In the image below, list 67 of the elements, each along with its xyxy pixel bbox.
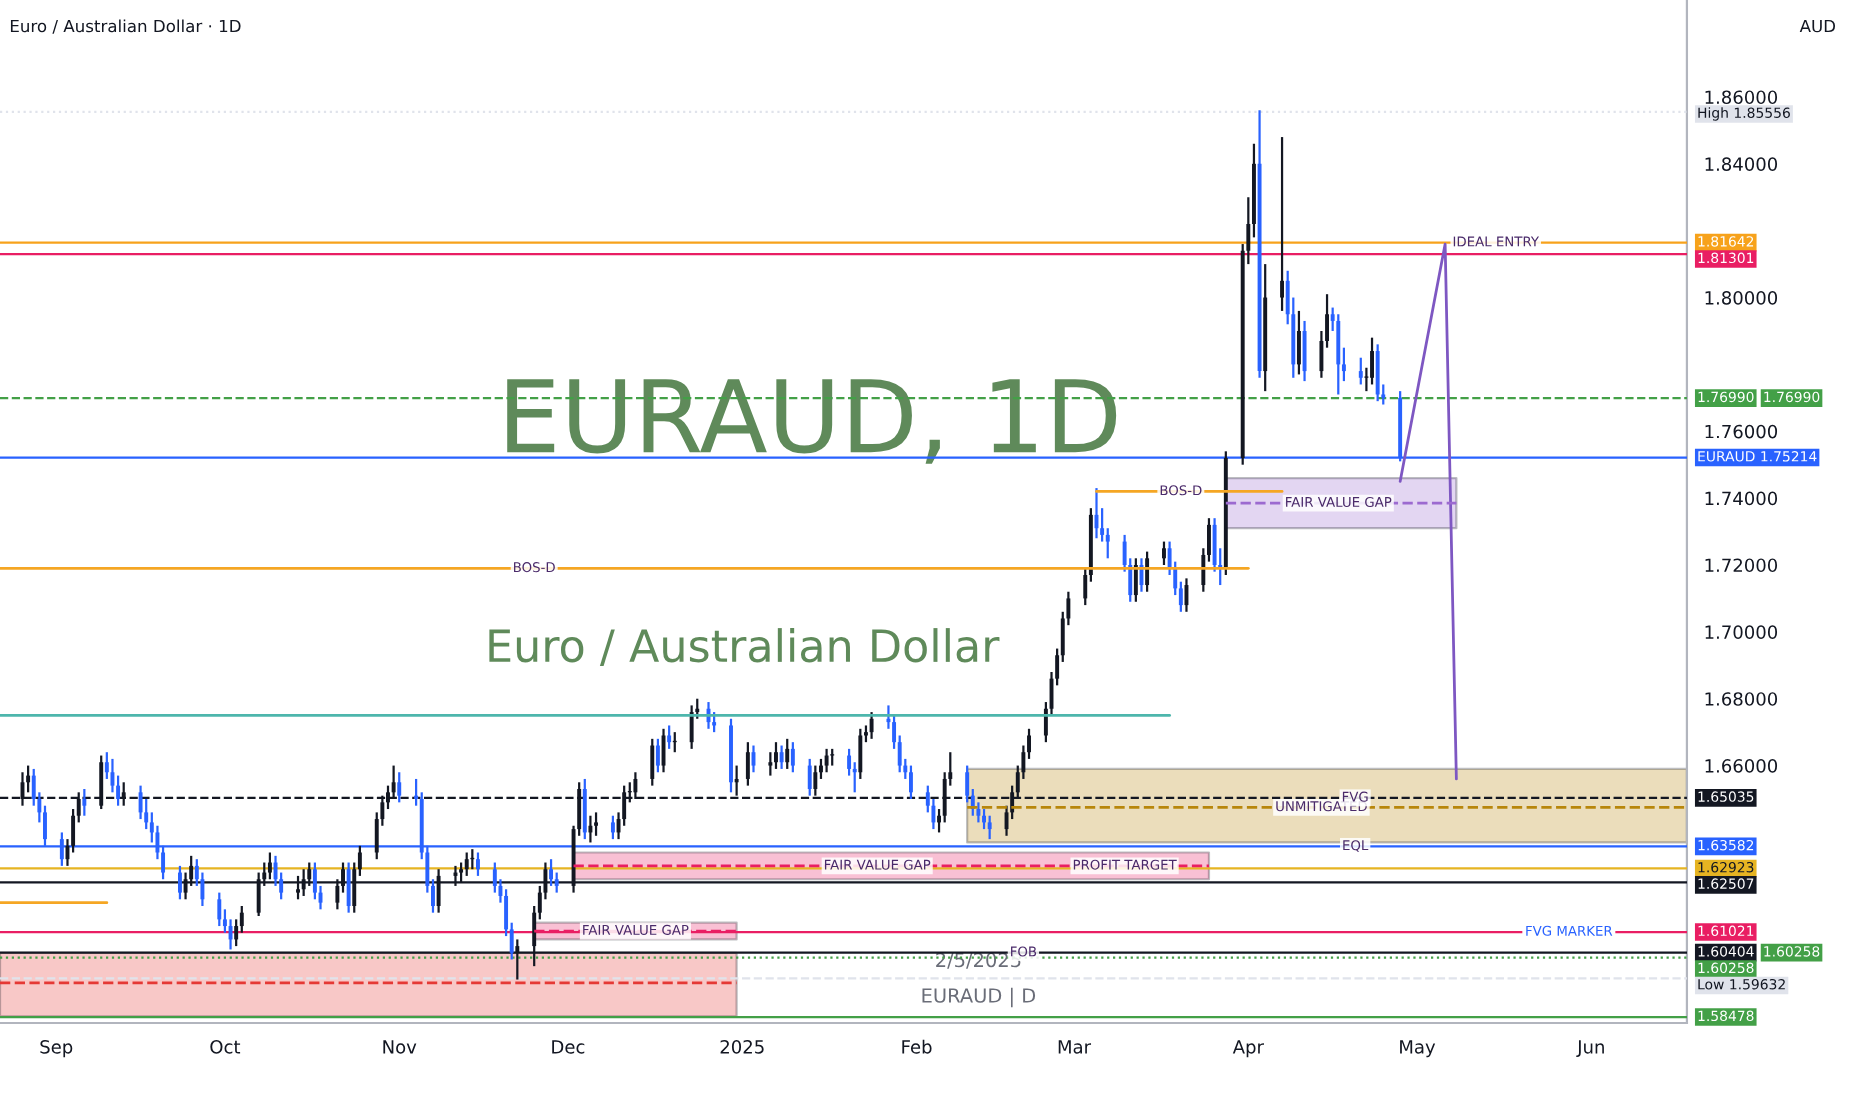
- candlestick: [824, 747, 829, 774]
- candlestick: [594, 811, 599, 837]
- candlestick: [982, 807, 986, 831]
- y-tick-label: 1.76000: [1705, 424, 1778, 439]
- candlestick: [908, 764, 913, 801]
- candlestick: [807, 757, 812, 797]
- y-tick-label: 1.86000: [1705, 90, 1778, 105]
- x-tick-label: Apr: [1232, 1040, 1264, 1058]
- annotation: 2/5/2025: [936, 952, 1021, 969]
- x-tick-label: Mar: [1058, 1040, 1092, 1054]
- candlestick: [588, 814, 593, 844]
- candlestick: [987, 814, 992, 841]
- x-tick-label: May: [1400, 1040, 1436, 1058]
- annotation: Euro / Australian Dollar: [489, 628, 1000, 666]
- candlestick: [312, 861, 317, 901]
- candlestick: [869, 710, 874, 740]
- candlestick: [1302, 319, 1307, 383]
- candlestick: [1358, 356, 1363, 386]
- candlestick: [667, 724, 672, 750]
- candlestick: [397, 771, 402, 804]
- candlestick: [1375, 343, 1380, 403]
- x-tick-label: Oct: [210, 1039, 241, 1054]
- y-tick-label: 1.66000: [1705, 759, 1778, 773]
- candlestick: [1296, 309, 1301, 376]
- candlestick: [712, 710, 717, 734]
- y-tick-label: 1.68000: [1705, 692, 1778, 706]
- candlestick: [82, 787, 87, 817]
- candlestick: [655, 737, 660, 774]
- candlestick: [549, 858, 554, 888]
- annotation: EURAUD | D: [922, 987, 1036, 1008]
- candlestick: [1133, 557, 1138, 603]
- candlestick: [1280, 135, 1285, 313]
- text: Euro / Australian Dollar · 1D: [10, 19, 241, 34]
- text: AUD: [1799, 19, 1836, 33]
- candlestick: [138, 784, 143, 821]
- candlestick: [790, 741, 795, 774]
- candlestick: [785, 737, 790, 771]
- candlestick: [1184, 577, 1189, 613]
- annotation: EURAUD, 1D: [507, 379, 1117, 464]
- x-tick-label: Feb: [902, 1039, 932, 1054]
- candlestick: [774, 741, 778, 771]
- x-tick-label: Jun: [1576, 1040, 1604, 1057]
- y-tick-label: 1.80000: [1705, 291, 1778, 305]
- candlestick: [650, 737, 655, 787]
- candlestick: [1370, 336, 1374, 386]
- candlestick: [610, 814, 615, 841]
- candlestick: [1145, 550, 1150, 593]
- candlestick: [464, 851, 469, 878]
- x-tick-label: Nov: [383, 1040, 417, 1054]
- candlestick: [177, 864, 182, 901]
- candlestick: [475, 851, 480, 878]
- x-tick-label: Sep: [40, 1039, 73, 1058]
- candlestick: [217, 891, 222, 928]
- candlestick: [346, 861, 351, 914]
- y-tick-label: 1.70000: [1705, 625, 1778, 639]
- x-tick-label: Dec: [552, 1040, 585, 1054]
- candlestick: [689, 704, 694, 750]
- y-tick-label: 1.74000: [1705, 491, 1778, 506]
- y-tick-label: 1.72000: [1705, 558, 1778, 573]
- candlestick: [779, 744, 784, 771]
- candlestick: [1162, 540, 1166, 567]
- candlestick: [745, 741, 750, 787]
- x-tick-label: 2025: [720, 1039, 764, 1054]
- candlestick: [1336, 313, 1341, 396]
- y-tick-label: 1.84000: [1705, 157, 1778, 171]
- candlestick: [858, 727, 863, 781]
- candlestick: [582, 777, 587, 841]
